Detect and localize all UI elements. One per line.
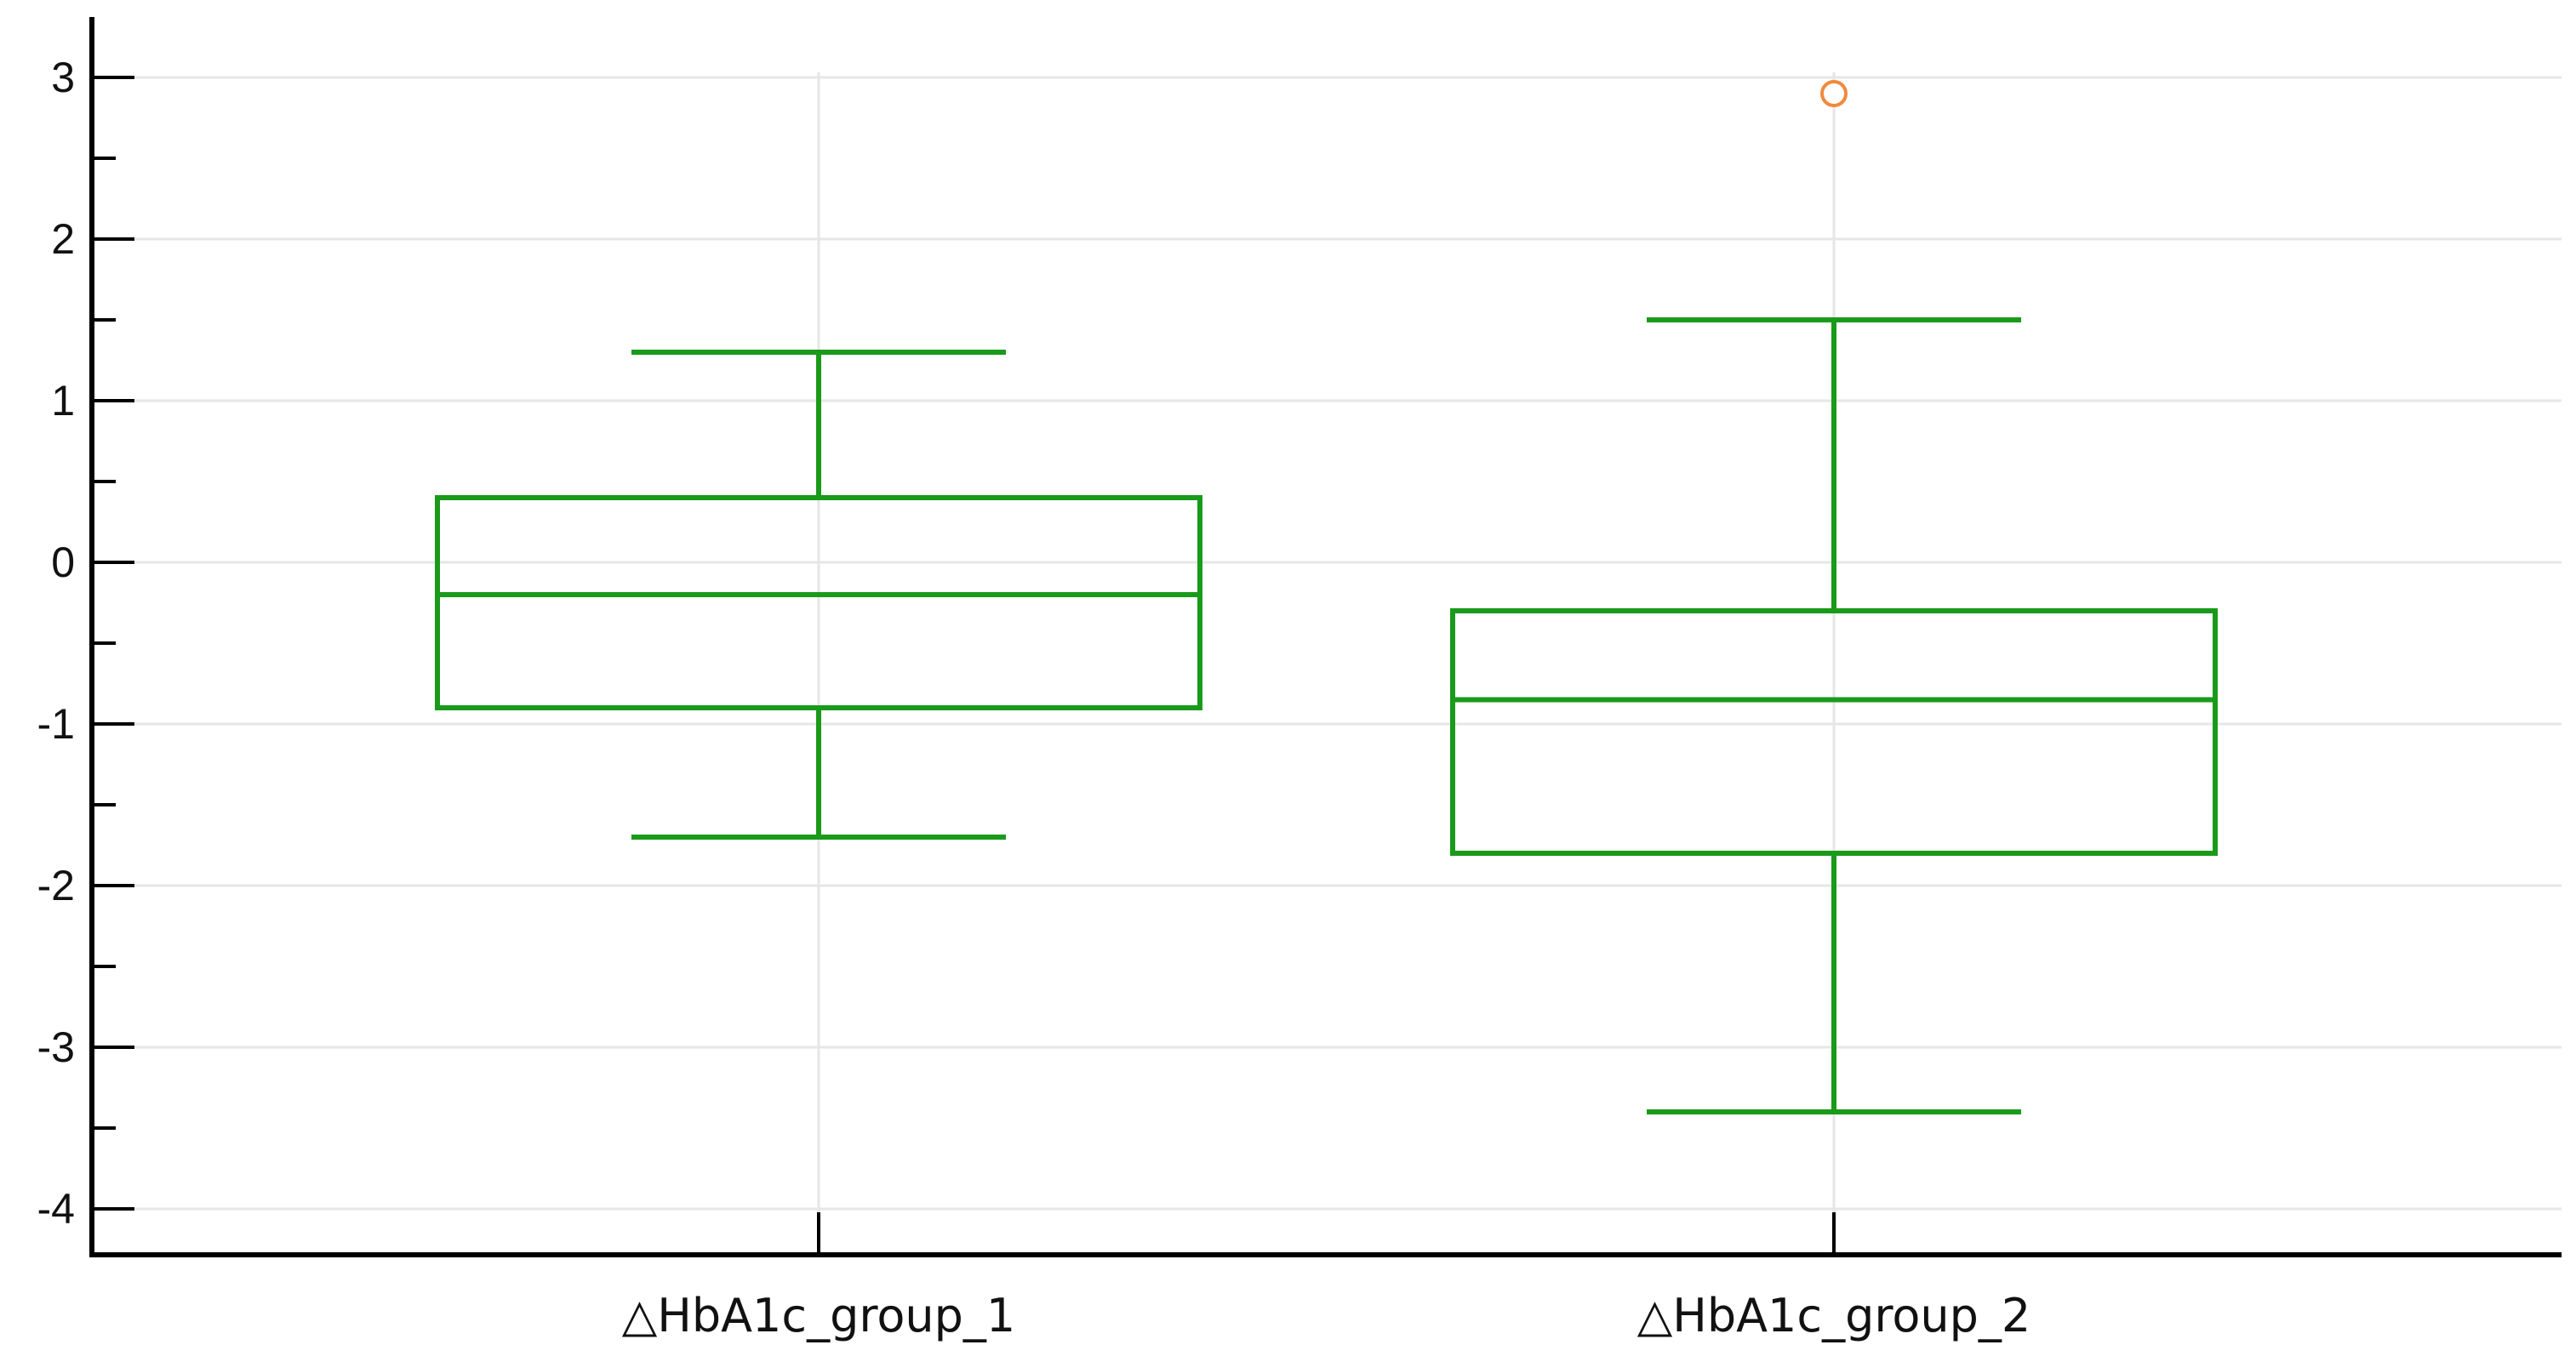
box-1: [435, 350, 1202, 840]
y-tick-label: 0: [51, 539, 75, 586]
x-tick-label: △HbA1c_group_1: [622, 1289, 1016, 1342]
tick-labels: 3 2 1 0 -1 -2 -3 -4 △HbA1c_group_1 △HbA1c_group_2: [37, 54, 2031, 1342]
iqr-box: [435, 495, 1202, 710]
x-tick-label: △HbA1c_group_2: [1637, 1289, 2031, 1342]
y-tick-label: 1: [51, 377, 75, 425]
gridlines: [92, 72, 2562, 1255]
outlier-point: [1820, 80, 1848, 107]
box-2: [1450, 80, 2218, 1114]
y-tick-label: -2: [37, 862, 75, 909]
iqr-box: [1450, 608, 2218, 856]
y-tick-label: -1: [37, 700, 75, 748]
y-tick-label: -3: [37, 1023, 75, 1071]
boxes: [435, 80, 2218, 1114]
axes: [89, 17, 2562, 1257]
y-tick-label: 2: [51, 215, 75, 263]
y-tick-label: 3: [51, 54, 75, 101]
y-tick-label: -4: [37, 1185, 75, 1233]
